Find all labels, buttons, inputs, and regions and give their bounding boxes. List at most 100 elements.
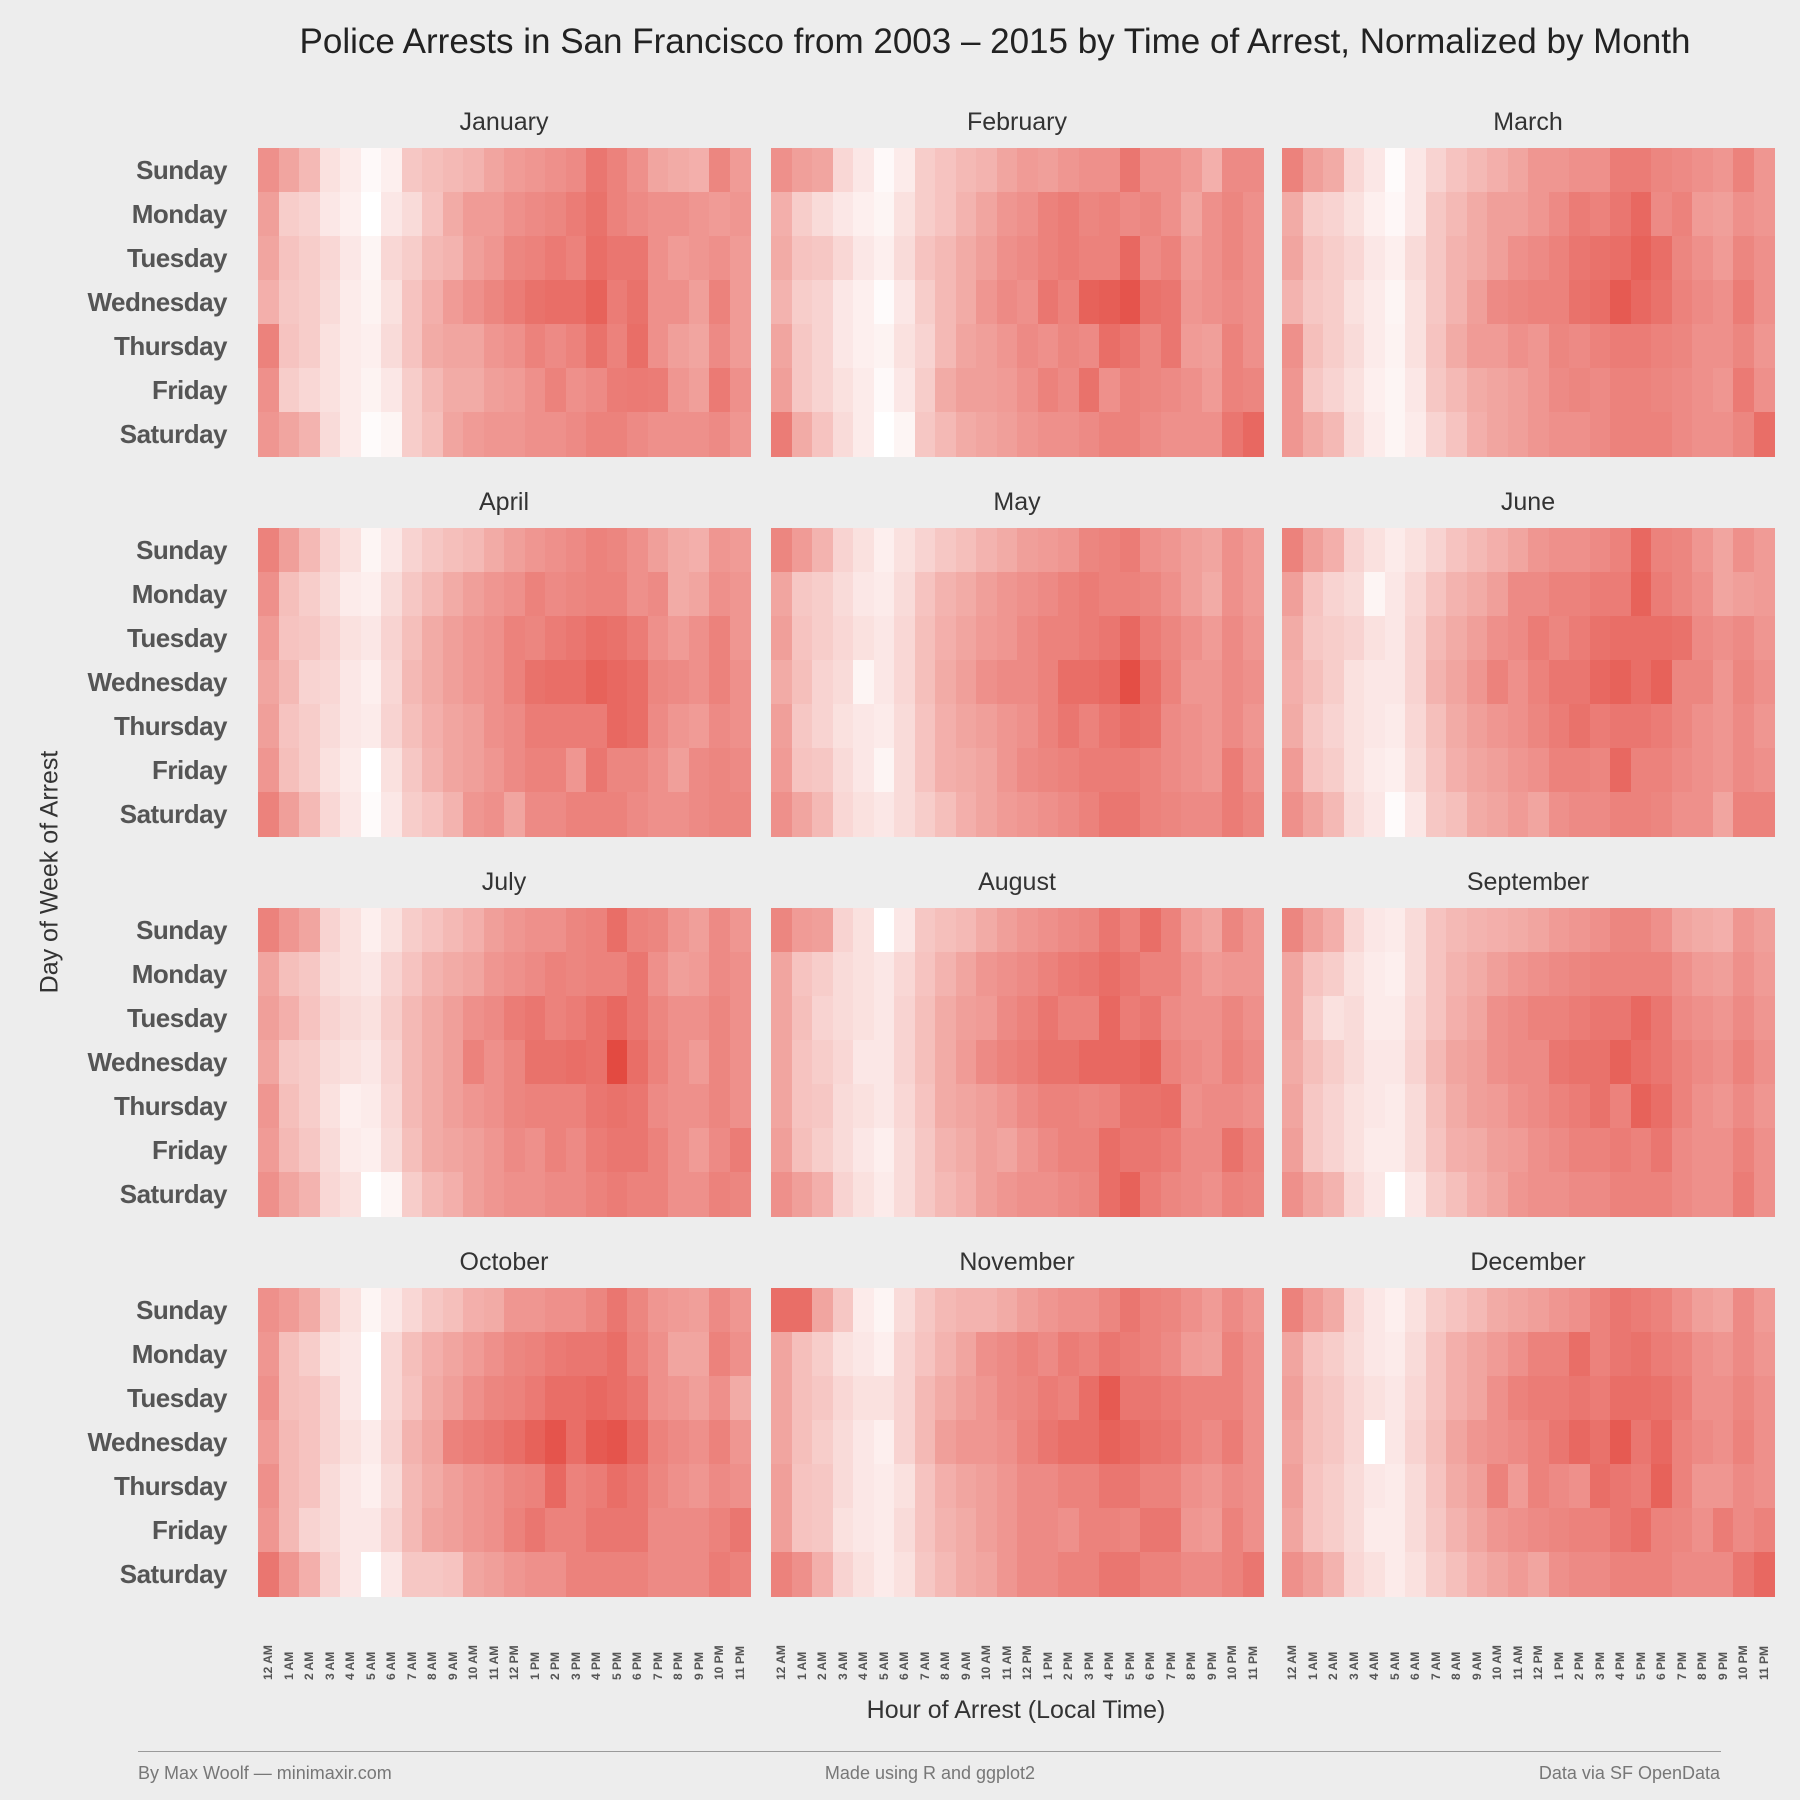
heatmap-cell (442, 908, 464, 953)
heatmap-cell (442, 748, 464, 793)
heatmap-cell (729, 236, 751, 281)
heatmap-cell (1507, 660, 1529, 705)
heatmap-cell (1364, 792, 1386, 837)
heatmap-cell (1425, 1084, 1447, 1129)
heatmap-cell (524, 704, 546, 749)
heatmap-cell (1323, 368, 1345, 413)
heatmap-cell (1507, 748, 1529, 793)
heatmap-cell (1242, 616, 1264, 661)
heatmap-cell (1201, 368, 1223, 413)
heatmap-cell (1712, 1040, 1734, 1085)
x-tick-label: 8 AM (425, 1651, 440, 1680)
heatmap-cell (1712, 792, 1734, 837)
heatmap-cell (442, 412, 464, 457)
heatmap-cell (1222, 908, 1244, 953)
heatmap-cell (524, 1332, 546, 1377)
heatmap-cell (1364, 192, 1386, 237)
heatmap-cell (1733, 1040, 1755, 1085)
heatmap-cell (1222, 324, 1244, 369)
heatmap-cell (1733, 996, 1755, 1041)
heatmap-cell (422, 1128, 444, 1173)
heatmap-cell (504, 952, 526, 997)
heatmap-cell (422, 1040, 444, 1085)
heatmap-cell (278, 148, 300, 193)
y-tick-label: Saturday (119, 1559, 228, 1589)
y-tick-label: Tuesday (126, 623, 228, 653)
heatmap-cell (463, 616, 485, 661)
y-tick-label: Thursday (113, 331, 228, 361)
heatmap-cell (688, 1552, 710, 1597)
heatmap-cell (853, 996, 875, 1041)
x-tick-label: 11 AM (486, 1645, 501, 1680)
heatmap-cell (688, 324, 710, 369)
heatmap-cell (1753, 1508, 1775, 1553)
heatmap-cell (1343, 616, 1365, 661)
heatmap-cell (360, 952, 382, 997)
heatmap-cell (996, 324, 1018, 369)
heatmap-cell (1181, 704, 1203, 749)
heatmap-cell (1548, 528, 1570, 573)
heatmap-cell (1384, 1128, 1406, 1173)
y-tick-label: Sunday (136, 155, 227, 185)
heatmap-cell (894, 192, 916, 237)
heatmap-cell (1651, 1172, 1673, 1217)
heatmap-cell (1058, 1376, 1080, 1421)
heatmap-cell (832, 996, 854, 1041)
heatmap-cell (278, 1464, 300, 1509)
heatmap-cell (1160, 1172, 1182, 1217)
heatmap-cell (1733, 616, 1755, 661)
footer-divider (138, 1751, 1721, 1752)
heatmap-cell (606, 368, 628, 413)
heatmap-cell (1384, 660, 1406, 705)
heatmap-cell (1507, 148, 1529, 193)
heatmap-cell (1753, 192, 1775, 237)
x-tick-label: 1 PM (527, 1651, 542, 1680)
heatmap-cell (422, 572, 444, 617)
heatmap-cell (935, 660, 957, 705)
heatmap-cell (771, 908, 793, 953)
heatmap-cell (1651, 1508, 1673, 1553)
heatmap-cell (1282, 1040, 1304, 1085)
heatmap-cell (1140, 1288, 1162, 1333)
heatmap-cell (791, 996, 813, 1041)
heatmap-cell (442, 792, 464, 837)
heatmap-cell (976, 1464, 998, 1509)
heatmap-cell (1282, 1376, 1304, 1421)
heatmap-cell (729, 1040, 751, 1085)
heatmap-cell (1201, 1464, 1223, 1509)
heatmap-cell (401, 192, 423, 237)
heatmap-cell (1222, 1552, 1244, 1597)
heatmap-cell (791, 412, 813, 457)
heatmap-cell (319, 280, 341, 325)
heatmap-cell (360, 1552, 382, 1597)
heatmap-cell (524, 616, 546, 661)
heatmap-cell (853, 572, 875, 617)
heatmap-cell (524, 236, 546, 281)
x-tick-label: 5 AM (1387, 1651, 1402, 1680)
heatmap-cell (401, 792, 423, 837)
heatmap-cell (1487, 616, 1509, 661)
heatmap-cell (1099, 908, 1121, 953)
heatmap-cell (1119, 792, 1141, 837)
heatmap-cell (668, 1376, 690, 1421)
heatmap-cell (565, 148, 587, 193)
heatmap-cell (791, 280, 813, 325)
heatmap-cell (1692, 1040, 1714, 1085)
panel-title-december: December (1470, 1248, 1586, 1276)
heatmap-cell (422, 908, 444, 953)
y-tick-label: Wednesday (87, 1427, 227, 1457)
heatmap-cell (1201, 1552, 1223, 1597)
heatmap-cell (1343, 792, 1365, 837)
x-tick-label: 9 AM (445, 1651, 460, 1680)
heatmap-cell (1610, 192, 1632, 237)
heatmap-cell (1651, 792, 1673, 837)
heatmap-cell (1589, 1420, 1611, 1465)
heatmap-cell (1181, 324, 1203, 369)
heatmap-cell (976, 1288, 998, 1333)
heatmap-cell (1343, 1288, 1365, 1333)
heatmap-cell (996, 1464, 1018, 1509)
heatmap-cell (299, 1508, 321, 1553)
heatmap-cell (565, 368, 587, 413)
heatmap-cell (832, 236, 854, 281)
heatmap-cell (586, 996, 608, 1041)
